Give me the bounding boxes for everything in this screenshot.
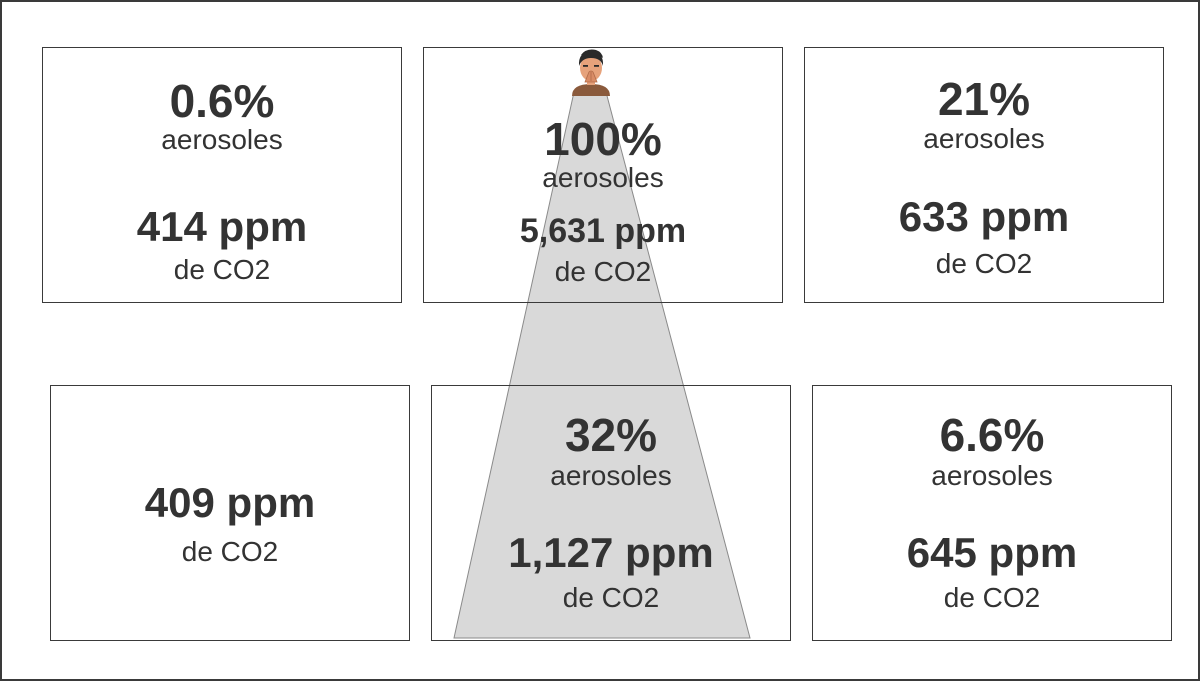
cell-bottom-left: 409 ppm de CO2 <box>50 385 410 641</box>
aerosol-percent: 0.6% <box>169 75 275 127</box>
co2-label: de CO2 <box>554 256 652 287</box>
person-sneezing-icon <box>572 49 610 96</box>
cell-bottom-center: 32% aerosoles 1,127 ppm de CO2 <box>431 385 791 641</box>
co2-label: de CO2 <box>173 254 271 285</box>
co2-label: de CO2 <box>935 248 1033 279</box>
co2-ppm: 5,631 ppm <box>519 212 687 250</box>
cell-top-left: 0.6% aerosoles 414 ppm de CO2 <box>42 47 402 303</box>
aerosol-percent: 6.6% <box>939 409 1045 461</box>
aerosol-label: aerosoles <box>161 124 283 155</box>
co2-label: de CO2 <box>181 536 279 567</box>
aerosol-percent: 21% <box>937 73 1031 125</box>
co2-ppm: 633 ppm <box>898 193 1070 240</box>
co2-ppm: 409 ppm <box>144 479 316 526</box>
cell-top-center: 100% aerosoles 5,631 ppm de CO2 <box>423 47 783 303</box>
aerosol-label: aerosoles <box>931 460 1053 491</box>
co2-label: de CO2 <box>943 582 1041 613</box>
cell-top-right: 21% aerosoles 633 ppm de CO2 <box>804 47 1164 303</box>
co2-ppm: 1,127 ppm <box>508 529 714 576</box>
aerosol-label: aerosoles <box>923 123 1045 154</box>
co2-ppm: 414 ppm <box>136 203 308 250</box>
aerosol-percent: 32% <box>564 409 658 461</box>
aerosol-label: aerosoles <box>542 162 664 193</box>
co2-label: de CO2 <box>562 582 660 613</box>
aerosol-label: aerosoles <box>550 460 672 491</box>
co2-ppm: 645 ppm <box>906 529 1078 576</box>
cell-bottom-right: 6.6% aerosoles 645 ppm de CO2 <box>812 385 1172 641</box>
aerosol-percent: 100% <box>544 113 662 165</box>
